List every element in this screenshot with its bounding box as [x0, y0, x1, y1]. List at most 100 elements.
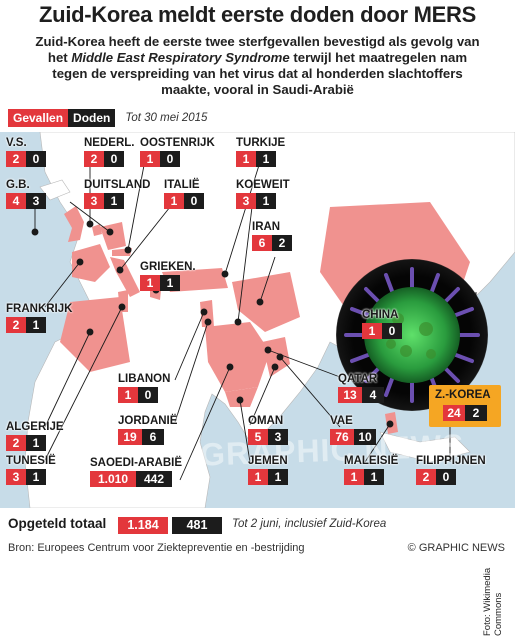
- affected-algeria: [60, 297, 130, 372]
- country-deaths-sa: 442: [136, 471, 172, 487]
- country-label-jo: JORDANIË 19 6: [118, 414, 177, 445]
- country-label-tr: TURKIJE 1 1: [236, 136, 285, 167]
- country-name-ye: JEMEN: [248, 455, 288, 467]
- page-title: Zuid-Korea meldt eerste doden door MERS: [39, 2, 476, 27]
- affected-netherlands: [92, 224, 102, 236]
- korea-highlight-box: Z.-KOREA 24 2: [429, 385, 501, 427]
- country-values-qa: 13 4: [338, 387, 384, 403]
- legend-deaths: Doden: [68, 109, 116, 127]
- country-deaths-my: 1: [364, 469, 384, 485]
- country-cases-at: 1: [140, 151, 160, 167]
- country-name-vs: V.S.: [6, 137, 27, 149]
- subtitle-line-1: Zuid-Korea heeft de eerste twee sterfgev…: [35, 34, 480, 49]
- country-deaths-qa: 4: [362, 387, 384, 403]
- country-label-at: OOSTENRIJK 1 0: [140, 136, 215, 167]
- total-cases: 1.184: [118, 517, 168, 534]
- country-cases-gr: 1: [140, 275, 160, 291]
- affected-saudi-arabia: [205, 322, 270, 392]
- country-label-fr: FRANKRIJK 2 1: [6, 302, 72, 333]
- country-deaths-nl: 0: [104, 151, 124, 167]
- country-label-ph: FILIPPIJNEN 2 0: [416, 454, 486, 485]
- country-cases-kw: 3: [236, 193, 256, 209]
- legend-date: Tot 30 mei 2015: [125, 112, 208, 124]
- affected-italy: [110, 257, 140, 297]
- country-cases-om: 5: [248, 429, 268, 445]
- country-values-ae: 76 10: [330, 429, 376, 445]
- country-cases-tr: 1: [236, 151, 256, 167]
- country-deaths-jo: 6: [142, 429, 164, 445]
- country-name-ir: IRAN: [252, 221, 281, 233]
- footer: Bron: Europees Centrum voor Ziektepreven…: [0, 540, 515, 558]
- country-deaths-dz: 1: [26, 435, 46, 451]
- country-name-cn: CHINA: [362, 309, 399, 321]
- country-cases-it: 1: [164, 193, 184, 209]
- subtitle-line-3: tegen de verspreiding van het virus dat …: [52, 66, 463, 81]
- country-name-at: OOSTENRIJK: [140, 137, 215, 149]
- country-deaths-at: 0: [160, 151, 180, 167]
- country-name-sa: SAOEDI-ARABIË: [90, 457, 183, 469]
- country-cases-nl: 2: [84, 151, 104, 167]
- country-label-tn: TUNESIË 3 1: [6, 454, 56, 485]
- country-label-dz: ALGERIJE 2 1: [6, 420, 64, 451]
- country-name-om: OMAN: [248, 415, 284, 427]
- country-cases-cn: 1: [362, 323, 382, 339]
- country-deaths-ae: 10: [354, 429, 376, 445]
- country-label-qa: QATAR 13 4: [338, 372, 384, 403]
- country-deaths-gb: 3: [26, 193, 46, 209]
- country-cases-gb: 4: [6, 193, 26, 209]
- country-name-fr: FRANKRIJK: [6, 303, 73, 315]
- country-deaths-it: 0: [184, 193, 204, 209]
- world-map: GRAPHIC NEWS Foto: Wikimedia Commons V.S…: [0, 132, 515, 636]
- land-indonesia: [379, 431, 471, 463]
- country-cases-vs: 2: [6, 151, 26, 167]
- affected-france: [72, 244, 110, 282]
- country-label-it: ITALIË 1 0: [164, 178, 204, 209]
- country-deaths-lb: 0: [138, 387, 158, 403]
- country-label-de: DUITSLAND 3 1: [84, 178, 150, 209]
- total-note: Tot 2 juni, inclusief Zuid-Korea: [232, 518, 387, 530]
- map-svg: [24, 132, 515, 508]
- subtitle-line-4: maakte, vooral in Saudi-Arabië: [161, 82, 354, 97]
- country-label-gr: GRIEKEN. 1 1: [140, 260, 196, 291]
- country-name-qa: QATAR: [338, 373, 378, 385]
- country-cases-qa: 13: [338, 387, 362, 403]
- country-label-nl: NEDERL. 2 0: [84, 136, 134, 167]
- country-deaths-gr: 1: [160, 275, 180, 291]
- syndrome-name: Middle East Respiratory Syndrome: [71, 50, 290, 65]
- page-subtitle: Zuid-Korea heeft de eerste twee sterfgev…: [10, 34, 505, 98]
- country-cases-tn: 3: [6, 469, 26, 485]
- country-label-lb: LIBANON 1 0: [118, 372, 170, 403]
- country-values-sa: 1.010 442: [90, 471, 182, 487]
- country-label-cn: CHINA 1 0: [362, 308, 402, 339]
- country-cases-ye: 1: [248, 469, 268, 485]
- land-iceland: [39, 179, 71, 201]
- country-label-kw: KOEWEIT 3 1: [236, 178, 290, 209]
- country-cases-ph: 2: [416, 469, 436, 485]
- country-deaths-cn: 0: [382, 323, 402, 339]
- legend-cases: Gevallen: [8, 109, 69, 127]
- country-label-ir: IRAN 6 2: [252, 220, 292, 251]
- country-label-sa: SAOEDI-ARABIË 1.010 442: [90, 456, 182, 487]
- country-name-it: ITALIË: [164, 179, 200, 191]
- country-deaths-om: 3: [268, 429, 288, 445]
- country-cases-fr: 2: [6, 317, 26, 333]
- brand-credit: © GRAPHIC NEWS: [407, 542, 505, 554]
- country-cases-jo: 19: [118, 429, 142, 445]
- country-values-jo: 19 6: [118, 429, 177, 445]
- country-deaths-de: 1: [104, 193, 124, 209]
- virus-illustration: [344, 267, 480, 403]
- total-deaths: 481: [172, 517, 222, 534]
- mers-virus-photo: [336, 259, 488, 411]
- source-credit: Bron: Europees Centrum voor Ziektepreven…: [8, 542, 305, 554]
